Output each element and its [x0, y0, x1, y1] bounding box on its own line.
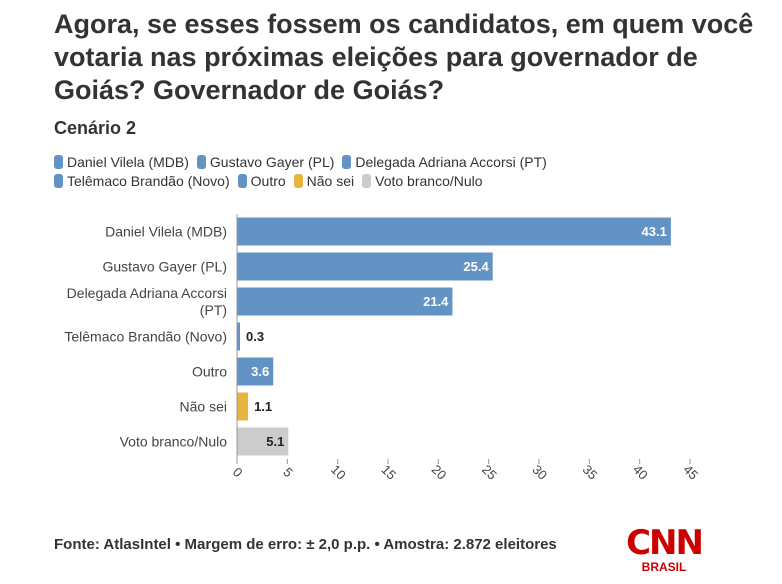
legend-label: Delegada Adriana Accorsi (PT): [355, 154, 547, 170]
legend-swatch: [54, 155, 63, 169]
x-tick-label: 25: [479, 462, 500, 483]
legend-item: Voto branco/Nulo: [362, 173, 483, 189]
y-tick-label: Telêmaco Brandão (Novo): [64, 328, 227, 344]
data-label: 43.1: [642, 224, 667, 239]
legend-swatch: [293, 174, 303, 188]
x-tick-label: 10: [328, 462, 349, 483]
bar: [237, 217, 671, 246]
bar: [237, 287, 453, 316]
bar: [237, 252, 493, 281]
legend-item: Delegada Adriana Accorsi (PT): [342, 154, 547, 170]
legend-swatch: [342, 155, 352, 169]
legend-item: Não sei: [293, 173, 355, 189]
x-tick-label: 45: [680, 462, 701, 483]
legend: Daniel Vilela (MDB) Gustavo Gayer (PL) Del…: [54, 154, 614, 189]
logo-region: BRASIL: [641, 560, 687, 574]
data-label: 3.6: [251, 364, 269, 379]
legend-label: Não sei: [306, 173, 355, 189]
legend-swatch: [196, 155, 206, 169]
title: Agora, se esses fossem os candidatos, em…: [54, 9, 754, 105]
x-tick-label: 5: [280, 464, 296, 480]
y-tick-label: Gustavo Gayer (PL): [102, 258, 228, 274]
x-tick-label: 30: [529, 462, 550, 483]
data-label: 0.3: [246, 329, 264, 344]
y-tick-label: Delegada Adriana Accorsi (PT): [66, 284, 227, 318]
x-tick-label: 15: [378, 462, 399, 483]
legend-label: Daniel Vilela (MDB): [67, 154, 189, 170]
legend-label: Outro: [250, 173, 286, 189]
footer: Fonte: AtlasIntel • Margem de erro: ± 2,…: [54, 536, 557, 553]
data-label: 1.1: [254, 399, 272, 414]
data-label: 25.4: [463, 259, 489, 274]
x-tick-label: 20: [429, 462, 450, 483]
y-tick-label: Voto branco/Nulo: [119, 433, 227, 449]
bar: [237, 357, 274, 386]
logo-brand: CNN: [626, 523, 704, 563]
subtitle: Cenário 2: [54, 118, 137, 138]
y-tick-label: Outro: [191, 363, 227, 379]
y-tick-label: Daniel Vilela (MDB): [105, 223, 227, 239]
legend-item: Gustavo Gayer (PL): [196, 154, 335, 170]
legend-label: Telêmaco Brandão (Novo): [67, 173, 230, 189]
legend-swatch: [362, 174, 372, 188]
legend-swatch: [237, 174, 247, 188]
legend-item: Outro: [237, 173, 286, 189]
data-label: 5.1: [266, 434, 284, 449]
legend-item: Daniel Vilela (MDB): [54, 154, 189, 170]
legend-label: Gustavo Gayer (PL): [209, 154, 335, 170]
data-label: 21.4: [423, 294, 449, 309]
legend-swatch: [54, 174, 63, 188]
chart: 0 5 10 15 20 25 30 35 40 45 43.1 25.4 21.4 0.3 3.6 1.1 5…: [230, 214, 701, 483]
bar: [237, 392, 249, 421]
y-tick-label: Não sei: [179, 398, 227, 414]
legend-item: Telêmaco Brandão (Novo): [54, 173, 230, 189]
legend-label: Voto branco/Nulo: [375, 173, 483, 189]
x-tick-label: 0: [230, 464, 246, 480]
x-tick-label: 40: [630, 462, 651, 483]
x-tick-label: 35: [580, 462, 601, 483]
logo: CNN BRASIL: [626, 523, 704, 574]
bar: [237, 322, 241, 351]
bar: [237, 427, 289, 456]
